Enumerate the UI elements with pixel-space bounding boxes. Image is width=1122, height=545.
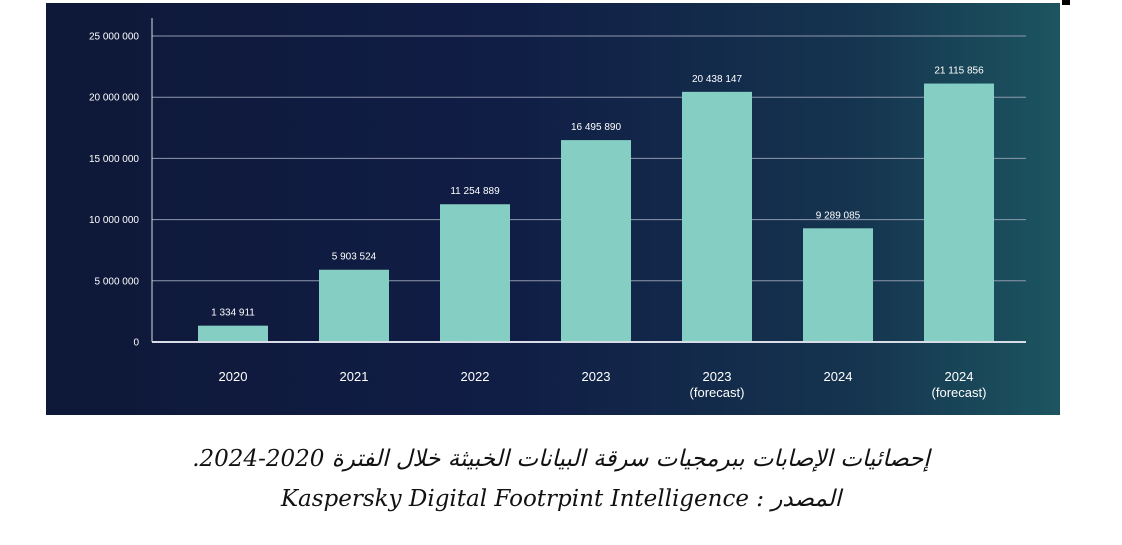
y-tick-label: 20 000 000 (89, 93, 139, 104)
bar (924, 83, 994, 342)
x-category-sublabel: (forecast) (932, 385, 987, 400)
data-labels: 1 334 911 5 903 524 11 254 889 16 495 890 20… (211, 66, 984, 319)
data-label: 1 334 911 (211, 308, 255, 319)
bar-chart: 0 5 000 000 10 000 000 15 000 000 20 000 000… (89, 18, 1026, 400)
data-label: 16 495 890 (571, 122, 621, 133)
data-label: 20 438 147 (692, 74, 742, 85)
x-category-label: 2024 (945, 369, 974, 384)
y-tick-label: 15 000 000 (89, 154, 139, 165)
figure-caption-source: Kaspersky Digital Footrpint Intelligence… (280, 486, 842, 512)
x-category-label: 2022 (461, 369, 490, 384)
data-label: 11 254 889 (450, 186, 500, 197)
y-tick-label: 25 000 000 (89, 32, 139, 43)
top-edge-mark (1062, 0, 1070, 5)
x-category-label: 2020 (219, 369, 248, 384)
x-category-label: 2021 (340, 369, 369, 384)
x-category-label: 2023 (582, 369, 611, 384)
y-tick-label: 5 000 000 (95, 276, 140, 287)
bar (561, 140, 631, 342)
data-label: 21 115 856 (934, 66, 984, 77)
x-category-label: 2024 (824, 369, 853, 384)
x-category-label: 2023 (703, 369, 732, 384)
bar (440, 204, 510, 342)
data-label: 9 289 085 (816, 210, 861, 221)
bars (198, 83, 994, 342)
x-category-sublabel: (forecast) (690, 385, 745, 400)
x-axis-categories: 2020 2021 2022 2023 2023(forecast)2024 2024(f… (219, 369, 987, 400)
data-label: 5 903 524 (332, 252, 377, 263)
bar (682, 91, 752, 342)
y-axis-ticks: 0 5 000 000 10 000 000 15 000 000 20 000 000… (89, 32, 140, 349)
bar (198, 325, 268, 342)
y-tick-label: 0 (133, 338, 139, 349)
chart-panel: 0 5 000 000 10 000 000 15 000 000 20 000 000… (46, 3, 1060, 415)
figure-caption-title: إحصائيات الإصابات ببرمجيات سرقة البيانات… (192, 446, 930, 472)
y-tick-label: 10 000 000 (89, 215, 139, 226)
bar (803, 228, 873, 342)
bar (319, 269, 389, 342)
